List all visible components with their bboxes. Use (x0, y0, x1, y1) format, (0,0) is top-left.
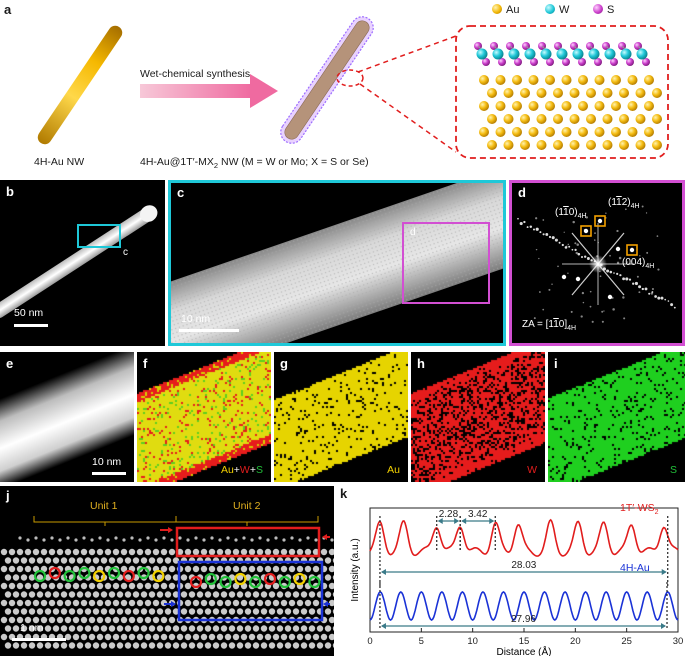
zone-axis-label: ZA = [110]4H (522, 319, 577, 332)
panel-i-map: i S (548, 352, 685, 482)
unit-1-label: Unit 1 (90, 500, 118, 512)
w-atom-icon (545, 4, 555, 14)
arrow-head-icon (661, 623, 667, 629)
x-axis-label: Distance (Å) (496, 645, 551, 656)
s-atom-icon (593, 4, 603, 14)
arrow-text: Wet-chemical synthesis (140, 68, 251, 80)
arrow-head-icon (461, 518, 467, 524)
panel-k-chart: 0 5 10 15 20 25 30 2.28 3.42 28.03 27.96 Intensit… (350, 507, 684, 656)
arrow-head-icon (380, 623, 386, 629)
panel-j-haadf: j Unit 1 Unit 2 1 nm (0, 486, 334, 656)
panel-k-label: k (340, 486, 348, 501)
series-line-au (369, 591, 679, 621)
spot-2-label: (112)4H (608, 197, 640, 210)
zoom-region-marker (336, 69, 364, 87)
arrow-head-icon (454, 518, 460, 524)
x-tick-label: 5 (419, 636, 424, 647)
arrow-head-icon (489, 518, 495, 524)
series-label-ws2: 1T′-WS2 (620, 502, 659, 517)
panel-d-fft: d (110)4H (112)4H (004)4H ZA = [110]4H (509, 180, 685, 346)
panel-g-map-legend: Au (387, 464, 400, 476)
panel-g-map: g Au (274, 352, 408, 482)
arrow-head-icon (661, 569, 667, 575)
panel-i-map-legend: S (669, 464, 677, 476)
series-line-ws2 (369, 518, 679, 557)
panel-b-box-label: c (123, 247, 128, 258)
annotation-label: 3.42 (468, 509, 488, 520)
panel-b-image: b c 50 nm (0, 180, 165, 346)
annotation-label: 28.03 (511, 560, 536, 571)
legend-s: S (593, 4, 614, 16)
x-tick-label: 30 (673, 636, 684, 647)
y-axis-label: Intensity (a.u.) (350, 538, 361, 601)
panel-h-label: h (417, 356, 425, 371)
panel-e-label: e (6, 356, 14, 371)
synthesis-arrow-icon (140, 74, 278, 108)
panel-f-map-legend: Au+W+S (220, 464, 263, 476)
x-tick-label: 0 (367, 636, 372, 647)
panel-c-box-label: d (410, 227, 416, 238)
series-label-au: 4H-Au (620, 562, 650, 574)
legend-au: Au (492, 4, 519, 16)
panel-b-scale-text: 50 nm (14, 307, 44, 319)
x-tick-label: 15 (519, 636, 530, 647)
unit-2-label: Unit 2 (233, 500, 261, 512)
annotation-label: 2.28 (439, 509, 459, 520)
annotation-label: 27.96 (511, 614, 536, 625)
arrow-head-icon (380, 569, 386, 575)
spot-1-label: (110)4H (555, 207, 587, 220)
panel-d-label: d (518, 185, 526, 200)
panel-e-scale-text: 10 nm (92, 456, 122, 468)
right-caption: 4H-Au@1T′-MX2 NW (M = W or Mo; X = S or … (140, 156, 369, 171)
arrow-head-icon (437, 518, 443, 524)
panel-h-map-legend: W (527, 464, 537, 476)
panel-f-label: f (143, 356, 148, 371)
au-nanowire-icon (37, 25, 123, 145)
panel-a-label: a (4, 2, 12, 17)
x-tick-label: 20 (570, 636, 581, 647)
panel-c-scale-text: 10 nm (181, 313, 211, 325)
spot-3-label: (004)4H (622, 257, 655, 270)
panel-c-image: c d 10 nm (168, 180, 506, 346)
panel-a-schematic (37, 16, 669, 159)
au-atom-icon (492, 4, 502, 14)
left-caption: 4H-Au NW (34, 156, 85, 168)
panel-c-label: c (177, 185, 185, 200)
panel-e-image: e 10 nm (0, 352, 134, 482)
panel-h-map: h W (411, 352, 545, 482)
panel-j-scale-text: 1 nm (20, 622, 44, 634)
panel-j-label: j (6, 488, 10, 503)
panel-i-label: i (554, 356, 558, 371)
legend-w: W (545, 4, 569, 16)
panel-f-map: f Au+W+S (137, 352, 271, 482)
x-tick-label: 10 (467, 636, 478, 647)
panel-b-label: b (6, 184, 14, 199)
panel-g-label: g (280, 356, 288, 371)
x-tick-label: 25 (621, 636, 632, 647)
